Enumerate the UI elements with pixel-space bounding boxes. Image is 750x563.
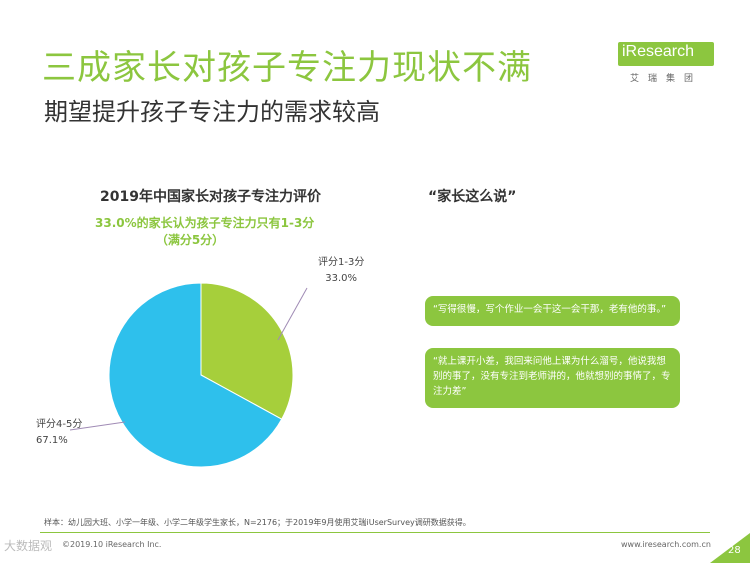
copyright: ©2019.10 iResearch Inc.: [62, 540, 162, 549]
slice-label-low-name: 评分1-3分: [318, 257, 365, 268]
pie-slice-high-score: [108, 282, 283, 468]
slice-label-low-value: 33.0%: [325, 273, 358, 284]
quote-bubble: “就上课开小差，我回来问他上课为什么溜号，他说我想别的事了，没有专注到老师讲的，…: [425, 348, 680, 408]
logo-name: iResearch: [622, 43, 695, 60]
slide-subtitle: 期望提升孩子专注力的需求较高: [44, 98, 380, 126]
slice-label-low: 评分1-3分 33.0%: [318, 255, 364, 287]
leader-line-high: [69, 421, 126, 431]
page-corner-triangle: [710, 533, 750, 563]
footer-divider: [40, 532, 710, 533]
logo-badge: iResearch: [618, 42, 714, 66]
watermark: 大数据观: [4, 539, 53, 553]
leader-line-low: [277, 287, 308, 341]
website-link[interactable]: www.iresearch.com.cn: [621, 540, 711, 549]
chart-note-line2: （满分5分）: [155, 233, 225, 247]
slice-label-high-value: 67.1%: [36, 435, 68, 446]
slice-label-high-name: 评分4-5分: [36, 419, 83, 430]
sample-note: 样本：幼儿园大班、小学一年级、小学二年级学生家长，N=2176；于2019年9月…: [44, 518, 471, 527]
pie-chart: [69, 282, 308, 468]
pie-slice-low-score: [200, 282, 294, 420]
quote-bubble: “写得很慢，写个作业一会干这一会干那，老有他的事。”: [425, 296, 680, 326]
page-number: 28: [728, 545, 741, 556]
chart-title: 2019年中国家长对孩子专注力评价: [100, 189, 321, 205]
quotes-title: “家长这么说”: [428, 189, 517, 205]
chart-note-line1: 33.0%的家长认为孩子专注力只有1-3分: [95, 216, 315, 230]
slice-label-high: 评分4-5分 67.1%: [36, 417, 82, 449]
chart-highlight-note: 33.0%的家长认为孩子专注力只有1-3分 （满分5分）: [95, 215, 315, 249]
logo-chinese-name: 艾瑞集团: [630, 74, 703, 84]
iresearch-logo: iResearch 艾瑞集团: [618, 42, 718, 86]
slide-title: 三成家长对孩子专注力现状不满: [42, 48, 532, 88]
